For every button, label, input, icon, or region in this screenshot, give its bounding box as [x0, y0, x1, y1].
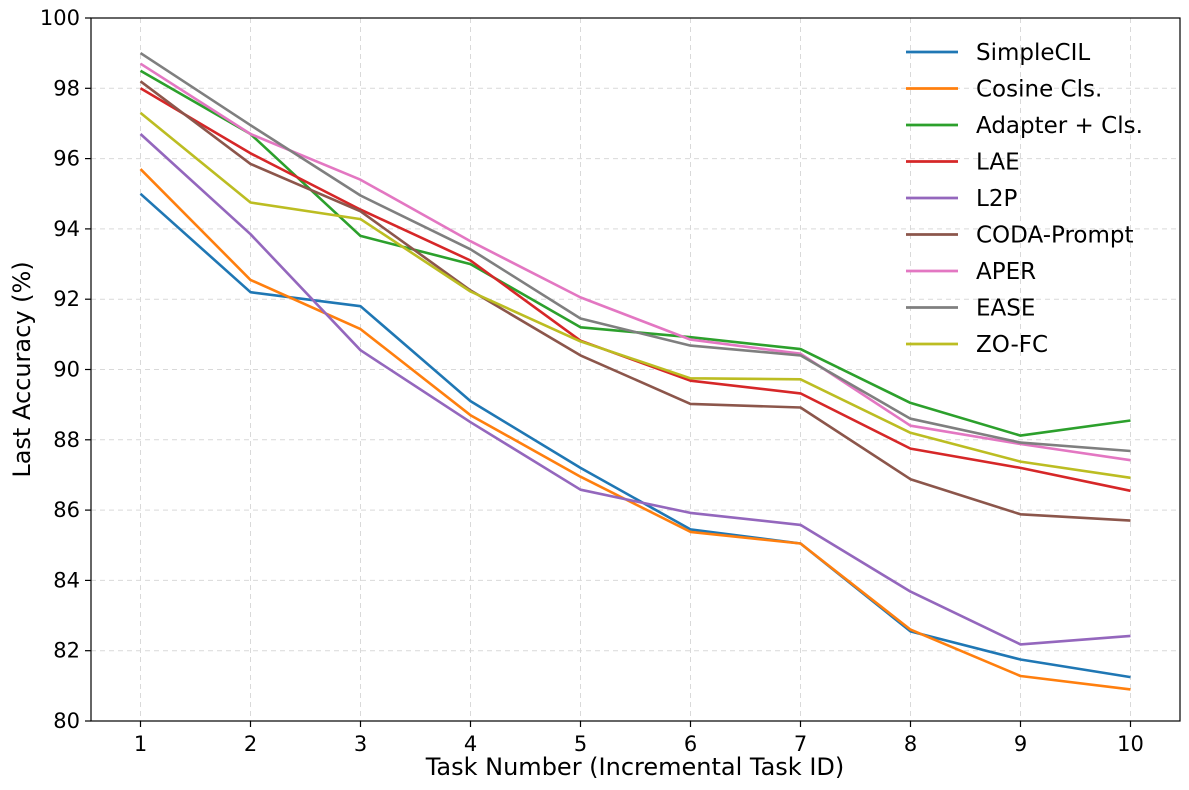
legend-label-adapter-cls: Adapter + Cls. — [976, 113, 1143, 139]
y-tick-label: 98 — [53, 76, 80, 100]
legend-label-coda-prompt: CODA-Prompt — [976, 223, 1134, 249]
series-line-cosine-cls — [139, 168, 1131, 691]
legend-label-aper: APER — [976, 259, 1036, 285]
series-line-aper — [139, 62, 1131, 462]
y-tick-label: 86 — [53, 498, 80, 522]
legend-label-zo-fc: ZO-FC — [976, 332, 1048, 358]
legend-label-l2p: L2P — [976, 186, 1017, 212]
y-tick-label: 100 — [40, 6, 80, 30]
legend: SimpleCIL Cosine Cls. Adapter + Cls. LAE L2P… — [906, 40, 1143, 358]
y-axis-title: Last Accuracy (%) — [8, 261, 36, 477]
series-line-coda-prompt — [139, 80, 1131, 522]
x-tick-label: 4 — [464, 732, 477, 756]
x-axis-title: Task Number (Incremental Task ID) — [425, 753, 845, 781]
y-tick-label: 90 — [53, 358, 80, 382]
axis-ticks: 1 2 3 4 5 6 7 8 9 10 80 82 84 86 88 90 92 94 96 98 100 — [40, 6, 1144, 756]
y-tick-label: 84 — [53, 568, 80, 592]
x-tick-label: 2 — [244, 732, 257, 756]
x-tick-label: 7 — [794, 732, 807, 756]
legend-label-lae: LAE — [976, 150, 1020, 176]
y-tick-label: 96 — [53, 147, 80, 171]
series-line-simplecil — [139, 192, 1131, 679]
series-line-l2p — [139, 133, 1131, 646]
x-tick-label: 6 — [684, 732, 697, 756]
series-line-ease — [139, 52, 1131, 453]
y-tick-label: 82 — [53, 639, 80, 663]
legend-label-ease: EASE — [976, 296, 1035, 322]
x-tick-label: 5 — [574, 732, 587, 756]
x-tick-label: 1 — [134, 732, 147, 756]
y-tick-label: 92 — [53, 287, 80, 311]
y-tick-label: 94 — [53, 217, 80, 241]
x-tick-label: 10 — [1117, 732, 1144, 756]
x-tick-label: 8 — [904, 732, 917, 756]
x-tick-label: 9 — [1014, 732, 1027, 756]
series-lines — [139, 52, 1131, 691]
series-line-zo-fc — [139, 111, 1131, 480]
legend-label-cosine-cls: Cosine Cls. — [976, 77, 1102, 103]
y-tick-label: 80 — [53, 709, 80, 733]
y-tick-label: 88 — [53, 428, 80, 452]
legend-label-simplecil: SimpleCIL — [976, 40, 1090, 66]
x-tick-label: 3 — [354, 732, 367, 756]
